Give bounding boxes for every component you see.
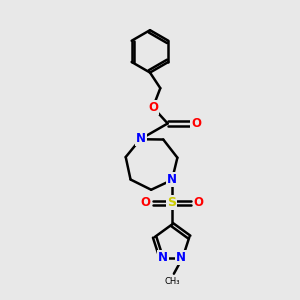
Text: O: O [191, 117, 201, 130]
Text: N: N [136, 132, 146, 145]
Text: O: O [194, 196, 203, 209]
Text: O: O [140, 196, 151, 209]
Text: O: O [148, 101, 158, 114]
Text: CH₃: CH₃ [165, 277, 180, 286]
Text: N: N [176, 251, 186, 264]
Text: N: N [167, 172, 177, 186]
Text: N: N [158, 251, 168, 264]
Text: S: S [167, 196, 176, 209]
